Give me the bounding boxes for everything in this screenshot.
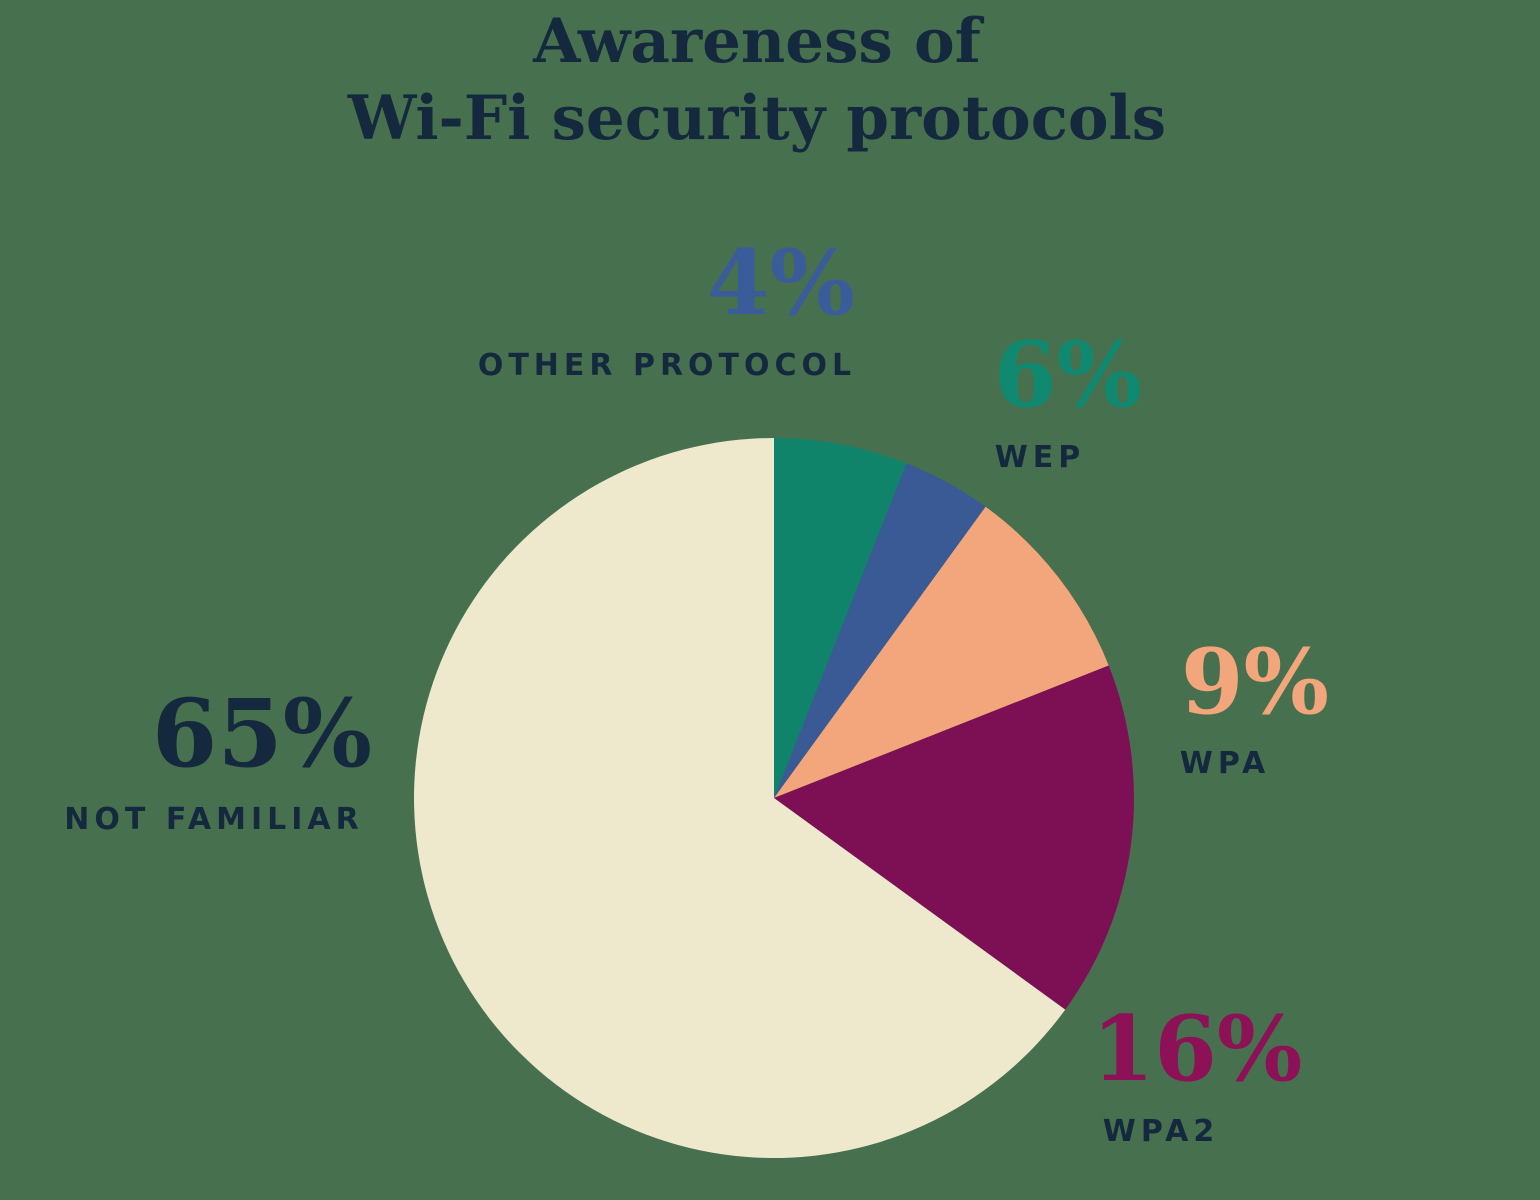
chart-title: Awareness of Wi-Fi security protocols <box>0 4 1514 158</box>
wpa-category-label: WPA <box>1179 746 1271 781</box>
pie-slice-wpa2 <box>774 665 1134 1010</box>
other-protocol-percent-label: 4% <box>706 230 856 336</box>
pie-slice-wpa <box>774 506 1109 798</box>
chart-title-line1: Awareness of <box>533 6 981 77</box>
chart-title-line2: Wi-Fi security protocols <box>347 82 1167 154</box>
not-familiar-category-label: NOT FAMILIAR <box>64 802 364 837</box>
pie-slice-other <box>774 463 986 798</box>
wep-percent-label: 6% <box>993 322 1143 428</box>
wpa2-percent-label: 16% <box>1091 996 1303 1102</box>
wep-category-label: WEP <box>994 440 1086 475</box>
wpa2-category-label: WPA2 <box>1102 1114 1220 1149</box>
pie-slice-wep <box>774 438 907 798</box>
pie-chart <box>414 438 1134 1158</box>
pie-slice-not_familiar <box>414 438 1066 1158</box>
other-protocol-category-label: OTHER PROTOCOL <box>477 348 857 383</box>
wpa-percent-label: 9% <box>1180 629 1330 735</box>
not-familiar-percent-label: 65% <box>151 679 373 789</box>
